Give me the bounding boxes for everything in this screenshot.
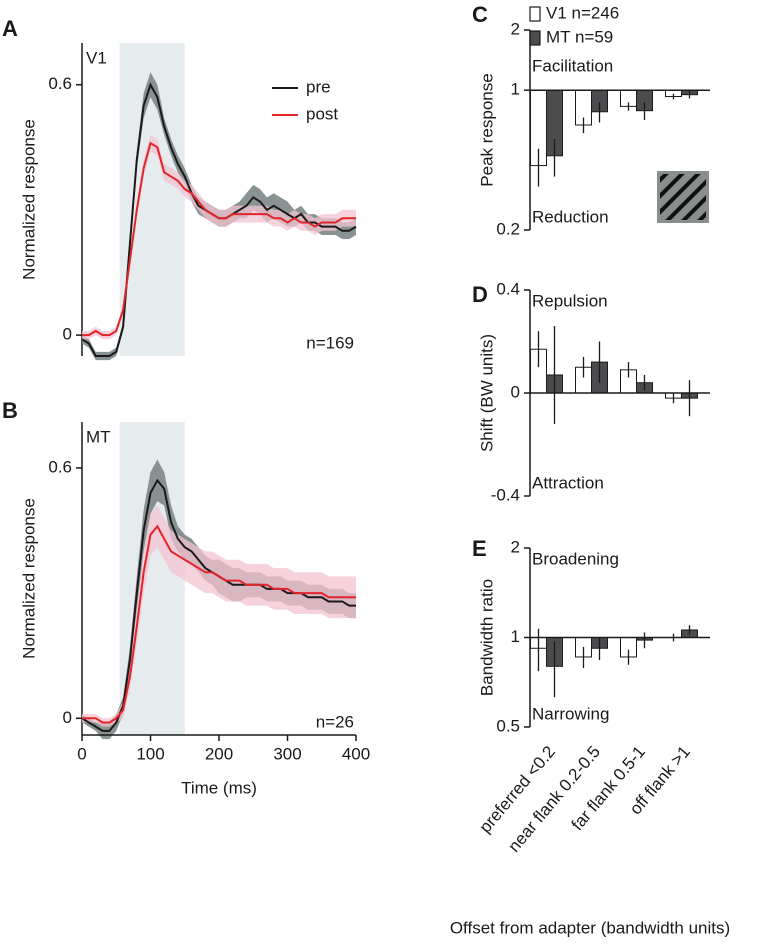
y-tick-label: 0.6: [48, 74, 72, 93]
y-axis-label: Shift (BW units): [477, 334, 496, 452]
legend-label: pre: [306, 77, 331, 96]
panel-title: V1: [86, 48, 107, 67]
y-tick-label: 1: [511, 627, 520, 646]
y-tick-label: -0.4: [491, 485, 520, 504]
sample-size: n=169: [306, 333, 354, 352]
y-axis-label: Normalized response: [19, 119, 38, 280]
x-axis-label: Time (ms): [181, 778, 257, 797]
y-axis-label: Peak response: [477, 73, 496, 186]
line: [82, 141, 356, 337]
annotation: Facilitation: [532, 56, 613, 75]
error-band: [82, 505, 356, 727]
y-tick-label: 0: [511, 382, 520, 401]
panel-label: A: [2, 16, 18, 41]
sample-size: n=26: [316, 712, 354, 731]
panel-title: MT: [86, 427, 111, 446]
x-tick-label: 100: [136, 744, 164, 763]
x-tick-label: 200: [205, 744, 233, 763]
x-tick-label: 0: [77, 744, 86, 763]
legend-label: MT n=59: [546, 27, 613, 46]
y-tick-label: 0.6: [48, 457, 72, 476]
annotation: Narrowing: [532, 704, 609, 723]
legend-swatch: [529, 30, 541, 46]
y-tick-label: 2: [511, 537, 520, 556]
legend-swatch: [529, 6, 541, 22]
legend-label: post: [306, 104, 338, 123]
annotation: Repulsion: [532, 291, 608, 310]
y-tick-label: 0.4: [496, 279, 520, 298]
annotation: Attraction: [532, 473, 604, 492]
x-tick-label: 300: [273, 744, 301, 763]
panel-label: E: [472, 536, 487, 561]
annotation: Broadening: [532, 549, 619, 568]
y-tick-label: 2: [511, 19, 520, 38]
y-tick-label: 0: [63, 325, 72, 344]
grating-icon: [657, 171, 709, 223]
x-axis-label: Offset from adapter (bandwidth units): [450, 918, 730, 937]
annotation: Reduction: [532, 207, 609, 226]
y-tick-label: 0: [63, 708, 72, 727]
y-axis-label: Bandwidth ratio: [477, 579, 496, 696]
panel-label: D: [472, 282, 488, 307]
panel-label: C: [472, 2, 488, 27]
line: [82, 524, 356, 724]
legend-label: V1 n=246: [546, 3, 619, 22]
y-tick-label: 0.5: [496, 716, 520, 735]
y-axis-label: Normalized response: [19, 498, 38, 659]
y-tick-label: 0.2: [496, 219, 520, 238]
x-tick-label: 400: [342, 744, 370, 763]
panel-label: B: [2, 398, 18, 423]
y-tick-label: 1: [511, 80, 520, 99]
